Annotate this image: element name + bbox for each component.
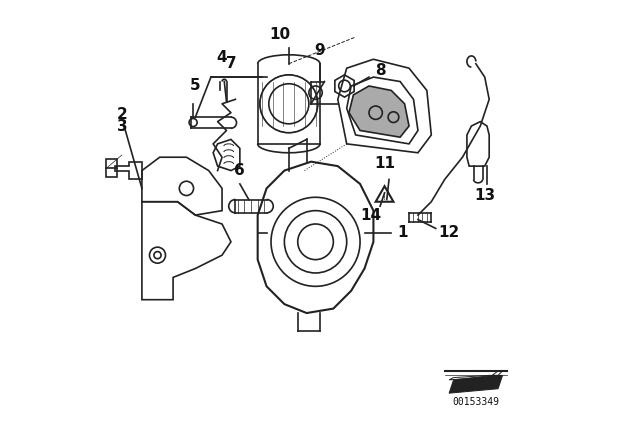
Text: 6: 6 <box>234 163 245 178</box>
Text: 11: 11 <box>374 156 395 172</box>
Text: 4: 4 <box>217 50 227 65</box>
Text: 1: 1 <box>397 225 408 241</box>
Text: 14: 14 <box>360 207 382 223</box>
Text: 00153349: 00153349 <box>452 397 499 407</box>
Text: 10: 10 <box>269 27 291 42</box>
Text: 13: 13 <box>474 188 495 202</box>
Text: !: ! <box>383 195 386 201</box>
Text: 9: 9 <box>315 43 325 58</box>
Text: 2: 2 <box>116 108 127 122</box>
Text: 5: 5 <box>190 78 201 94</box>
Text: 3: 3 <box>116 119 127 134</box>
Text: 7: 7 <box>226 56 236 71</box>
Text: 12: 12 <box>438 225 460 241</box>
Text: 8: 8 <box>375 63 385 78</box>
Polygon shape <box>349 86 409 137</box>
Polygon shape <box>449 375 502 393</box>
